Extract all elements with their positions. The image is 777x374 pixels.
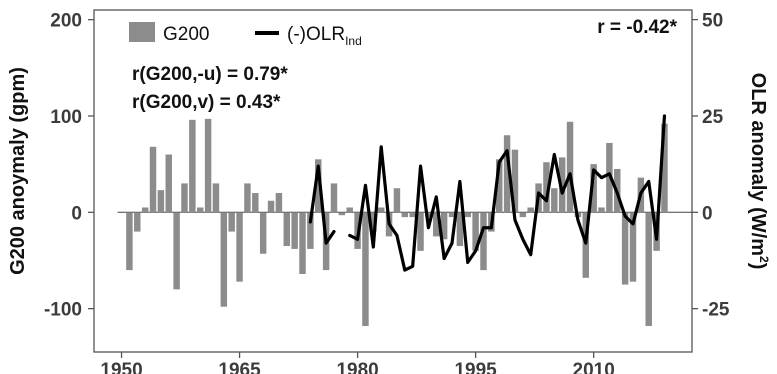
bar-1978	[338, 212, 346, 216]
bar-1953	[141, 207, 149, 213]
right-tick-label: 50	[702, 11, 723, 32]
bar-1954	[149, 146, 157, 213]
right-axis-title: OLR anomaly (W/m2)	[747, 73, 771, 270]
legend: G200 (-)OLRInd	[129, 22, 362, 48]
olr-line-segment-1	[348, 114, 667, 272]
bar-1955	[157, 190, 165, 213]
right-axis-title-main: OLR anomaly (W/m	[747, 73, 769, 256]
olr-line	[308, 114, 667, 272]
right-tick-label: 25	[702, 107, 724, 128]
bar-1975	[315, 159, 322, 213]
x-tick-label: 1980	[336, 360, 378, 374]
bar-1992	[448, 212, 456, 218]
bar-1990	[433, 212, 440, 237]
left-axis-title: G200 anoymaly (gpm)	[7, 67, 29, 275]
bar-1963	[220, 212, 228, 307]
x-tick-label: 1995	[454, 360, 497, 374]
bar-1988	[417, 212, 424, 251]
legend-line-label: (-)OLRInd	[287, 24, 362, 48]
bar-2014	[621, 212, 629, 285]
bar-1958	[181, 183, 188, 213]
bar-1957	[173, 212, 180, 290]
bar-2002	[527, 207, 534, 213]
bar-1964	[228, 212, 235, 232]
bar-1981	[362, 212, 369, 326]
bar-1968	[259, 212, 267, 254]
bar-1972	[291, 212, 298, 249]
bar-1998	[496, 159, 503, 213]
bar-1979	[346, 207, 353, 213]
bar-2011	[598, 207, 605, 213]
bar-1995	[472, 212, 479, 251]
bar-1966	[244, 183, 251, 213]
left-tick-label: -100	[44, 300, 82, 321]
bar-2000	[511, 149, 519, 213]
bar-1969	[267, 200, 275, 213]
bar-2005	[551, 188, 558, 213]
annotation-r-overall: r = -0.42*	[597, 17, 677, 38]
bar-1970	[275, 193, 283, 213]
bar-1973	[299, 212, 306, 274]
left-tick-label: 200	[50, 11, 82, 32]
bar-1999	[503, 135, 511, 213]
bar-1993	[456, 212, 464, 247]
right-axis-title-sup: 2	[757, 256, 771, 263]
bar-1987	[409, 212, 416, 218]
bar-1991	[440, 212, 448, 240]
right-tick-label: 0	[702, 203, 713, 224]
annotation-r-u: r(G200,-u) = 0.79*	[132, 64, 288, 85]
right-tick-label: -25	[702, 300, 730, 321]
bar-2009	[582, 212, 589, 278]
bar-1989	[425, 212, 432, 218]
legend-line-label-main: (-)OLR	[287, 24, 345, 45]
legend-bar-swatch	[129, 22, 155, 42]
bar-1977	[330, 183, 338, 213]
bar-1967	[252, 193, 259, 213]
bar-1959	[189, 119, 196, 213]
bar-2004	[543, 162, 550, 213]
olr-line-segment-0	[308, 164, 336, 245]
bar-1956	[165, 154, 172, 213]
bar-2019	[661, 123, 668, 213]
bar-1951	[126, 212, 133, 271]
right-axis-title-close: )	[747, 263, 769, 270]
left-tick-label: 0	[71, 203, 82, 224]
bar-2015	[629, 212, 637, 282]
left-axis: -100 0 100 200	[44, 11, 94, 321]
bar-1986	[401, 212, 409, 218]
bar-1985	[393, 188, 401, 213]
bar-1960	[197, 207, 204, 213]
bar-2006	[558, 157, 566, 213]
bar-1961	[204, 118, 212, 213]
bar-2010	[590, 164, 597, 213]
bar-1994	[464, 212, 471, 218]
bar-1983	[377, 207, 385, 213]
bar-1952	[134, 212, 141, 232]
x-axis: 1950 1965 1980 1995 2010	[100, 352, 615, 374]
left-tick-label: 100	[50, 107, 82, 128]
bar-1965	[236, 212, 243, 282]
bar-1974	[307, 212, 314, 249]
bar-1982	[370, 212, 377, 232]
bar-1962	[212, 183, 220, 213]
x-tick-label: 1965	[218, 360, 261, 374]
bar-2001	[519, 212, 527, 218]
bar-2007	[566, 121, 574, 213]
annotation-r-v: r(G200,v) = 0.43*	[132, 92, 281, 113]
bar-1971	[283, 212, 290, 247]
x-tick-label: 2010	[573, 360, 615, 374]
plot-frame	[93, 9, 693, 353]
right-axis: -25 0 25 50	[692, 11, 730, 321]
legend-bar-label: G200	[163, 24, 209, 45]
legend-line-label-sub: Ind	[345, 34, 362, 48]
bar-1996	[480, 212, 487, 271]
x-tick-label: 1950	[100, 360, 142, 374]
bar-2017	[645, 212, 652, 326]
